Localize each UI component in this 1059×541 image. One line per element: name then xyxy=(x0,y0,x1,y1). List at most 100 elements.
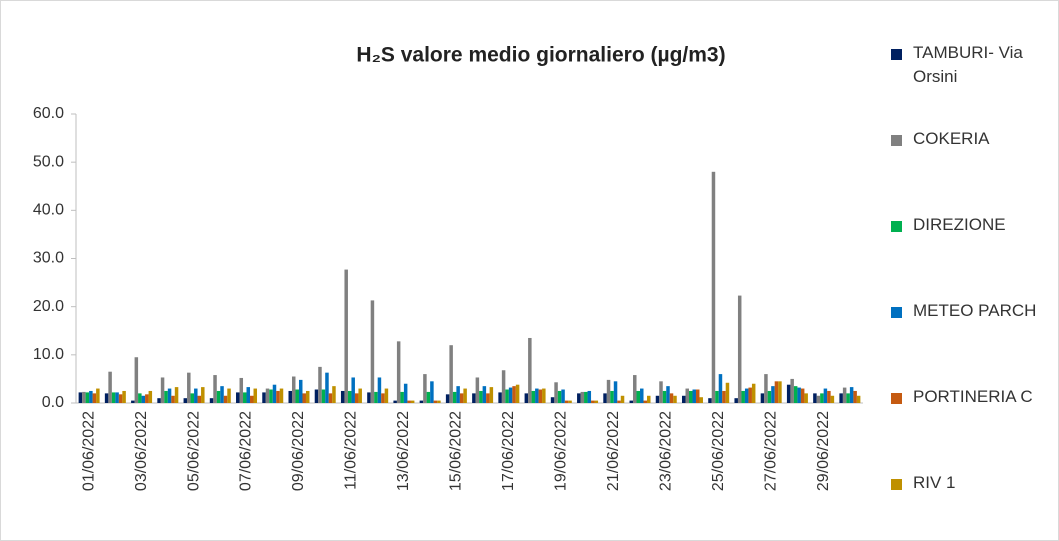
bar xyxy=(358,388,362,403)
bar xyxy=(842,387,847,403)
legend-item: TAMBURI- Via Orsini xyxy=(889,41,1058,127)
bar xyxy=(688,390,693,403)
x-tick-label: 09/06/2022 xyxy=(290,411,307,491)
bar xyxy=(786,384,791,403)
bar xyxy=(367,392,371,403)
bar xyxy=(452,391,457,403)
y-tick-label: 50.0 xyxy=(33,153,64,170)
bar xyxy=(253,388,258,403)
bar xyxy=(804,393,808,403)
bar xyxy=(78,392,83,403)
bar xyxy=(531,390,536,403)
bar xyxy=(148,390,153,403)
bar xyxy=(482,386,487,403)
bar xyxy=(767,390,772,403)
bar xyxy=(220,386,224,403)
x-tick-label: 03/06/2022 xyxy=(133,411,150,491)
bar xyxy=(456,386,460,403)
bar xyxy=(194,388,198,403)
bar xyxy=(643,400,648,403)
bar xyxy=(820,393,824,403)
bar xyxy=(564,400,569,403)
bar xyxy=(141,395,146,403)
bar xyxy=(725,382,730,403)
y-tick-label: 20.0 xyxy=(33,298,64,315)
bar xyxy=(666,386,670,403)
bar xyxy=(681,395,686,403)
bar xyxy=(138,393,142,403)
bar xyxy=(839,393,843,403)
bar xyxy=(711,171,716,403)
legend-item: PORTINERIA C xyxy=(889,385,1058,471)
bar xyxy=(587,390,592,403)
bar xyxy=(524,393,529,403)
bar xyxy=(243,392,247,403)
bar xyxy=(515,384,520,403)
bar xyxy=(347,390,352,403)
bar xyxy=(305,390,310,403)
y-tick-label: 30.0 xyxy=(33,250,64,267)
legend-item: COKERIA xyxy=(889,127,1058,213)
bar xyxy=(85,392,90,403)
bar xyxy=(354,393,359,403)
bar xyxy=(92,393,97,403)
bar xyxy=(236,392,240,403)
bar xyxy=(164,390,168,403)
bar xyxy=(403,383,408,403)
bar xyxy=(209,398,214,403)
legend-label: RIV 1 xyxy=(913,473,956,492)
bar xyxy=(603,393,607,403)
bar xyxy=(695,389,700,403)
bar xyxy=(853,390,857,403)
bar xyxy=(669,393,674,403)
bar xyxy=(396,341,401,403)
bar xyxy=(246,387,251,403)
legend-swatch xyxy=(891,221,902,232)
x-tick-label: 01/06/2022 xyxy=(80,411,97,491)
bar xyxy=(213,375,217,403)
bar xyxy=(528,337,532,403)
bar xyxy=(542,388,546,403)
chart-title: H₂S valore medio giornaliero (µg/m3) xyxy=(356,44,725,67)
bar xyxy=(489,387,494,403)
bar xyxy=(685,388,689,403)
x-tick-label: 07/06/2022 xyxy=(238,411,255,491)
bar xyxy=(197,395,202,403)
legend-label: TAMBURI- Via Orsini xyxy=(913,43,1023,86)
bar xyxy=(393,400,397,403)
bar xyxy=(291,376,296,403)
bar xyxy=(108,371,112,403)
bar xyxy=(288,390,292,403)
bar xyxy=(89,390,93,403)
bar xyxy=(171,395,175,403)
legend-label: COKERIA xyxy=(913,129,990,148)
bar xyxy=(381,393,385,403)
bar xyxy=(610,390,614,403)
bar xyxy=(433,400,438,403)
bar xyxy=(823,388,828,403)
legend-item: RIV 1 xyxy=(889,471,1058,540)
x-tick-label: 05/06/2022 xyxy=(185,411,202,491)
bar xyxy=(498,392,502,403)
bar xyxy=(279,388,284,403)
x-tick-label: 27/06/2022 xyxy=(762,411,779,491)
bar xyxy=(778,381,782,403)
bar xyxy=(265,388,270,403)
x-tick-label: 17/06/2022 xyxy=(500,411,517,491)
y-tick-label: 40.0 xyxy=(33,202,64,219)
bar xyxy=(463,388,467,403)
bar xyxy=(223,395,228,403)
bar xyxy=(748,387,752,403)
bar xyxy=(430,381,434,403)
legend-swatch xyxy=(891,393,902,404)
legend-item: METEO PARCH xyxy=(889,299,1058,385)
legend-swatch xyxy=(891,307,902,318)
bar xyxy=(760,393,765,403)
bar xyxy=(459,393,464,403)
bar xyxy=(771,386,775,403)
bar xyxy=(591,400,595,403)
x-tick-label: 11/06/2022 xyxy=(343,411,360,490)
legend-label: METEO PARCH xyxy=(913,301,1037,320)
bar xyxy=(640,388,644,403)
